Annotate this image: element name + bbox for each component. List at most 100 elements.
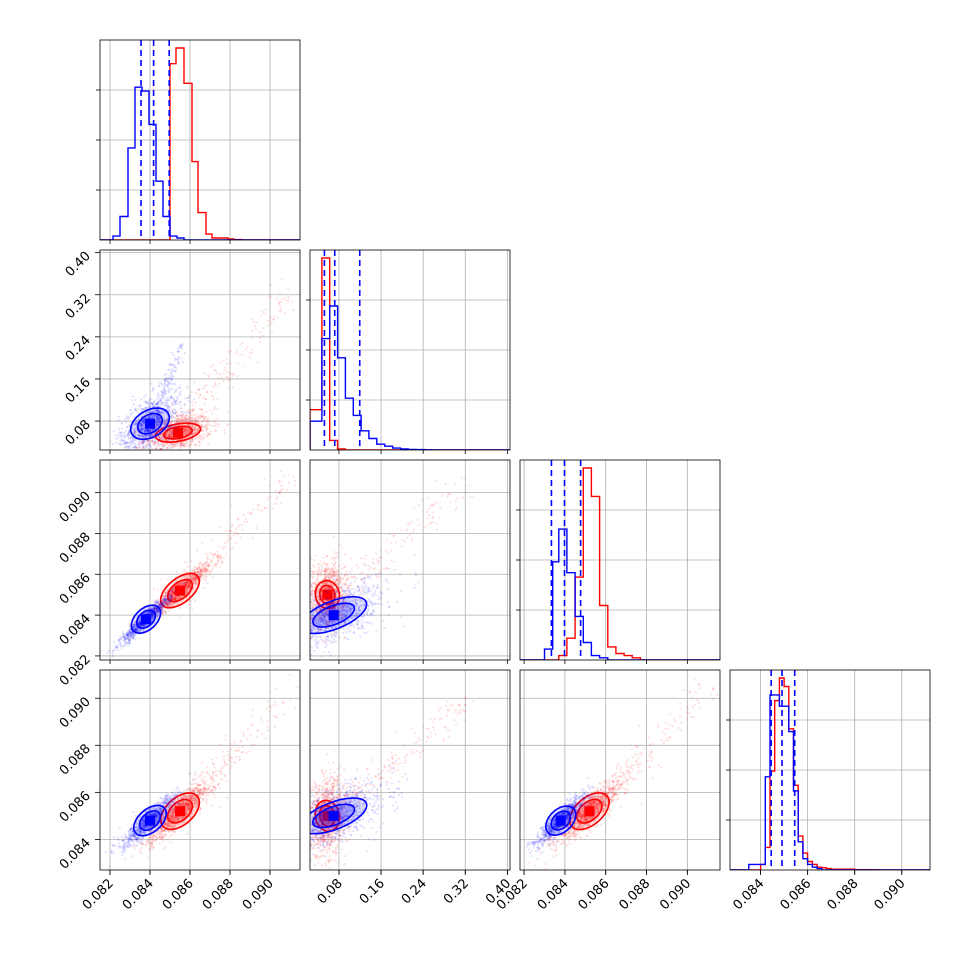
scatter-point bbox=[201, 408, 204, 412]
scatter-point bbox=[190, 560, 193, 563]
scatter-point bbox=[230, 376, 234, 379]
scatter-point bbox=[204, 569, 207, 572]
scatter-point bbox=[211, 568, 214, 571]
scatter-point bbox=[155, 420, 158, 423]
scatter-point bbox=[199, 416, 202, 419]
scatter-point bbox=[186, 582, 189, 585]
scatter-point bbox=[283, 297, 286, 300]
scatter-point bbox=[156, 423, 159, 427]
scatter-point bbox=[176, 358, 179, 361]
scatter-point bbox=[167, 405, 170, 408]
scatter-point bbox=[171, 444, 174, 447]
scatter-point bbox=[189, 582, 192, 585]
scatter-point bbox=[167, 369, 170, 372]
scatter-point bbox=[135, 420, 139, 423]
scatter-point bbox=[202, 387, 205, 390]
scatter-point bbox=[156, 400, 160, 404]
scatter-point bbox=[183, 427, 186, 430]
scatter-point bbox=[202, 437, 205, 440]
scatter-point bbox=[188, 584, 191, 587]
scatter-point bbox=[193, 443, 196, 446]
scatter-point bbox=[120, 644, 123, 648]
scatter-point bbox=[169, 421, 172, 424]
scatter-point bbox=[174, 596, 177, 599]
scatter-point bbox=[194, 578, 198, 581]
scatter-point bbox=[191, 577, 194, 580]
scatter-point bbox=[194, 576, 197, 580]
scatter-point bbox=[166, 399, 169, 402]
scatter-point bbox=[129, 412, 132, 415]
scatter-point bbox=[163, 404, 166, 408]
scatter-point bbox=[169, 430, 172, 434]
scatter-point bbox=[196, 567, 200, 570]
scatter-point bbox=[170, 434, 173, 437]
scatter-point bbox=[165, 599, 168, 602]
scatter-point bbox=[165, 603, 168, 607]
scatter-point bbox=[128, 433, 131, 436]
scatter-point bbox=[140, 428, 143, 431]
scatter-point bbox=[172, 592, 175, 595]
scatter-point bbox=[165, 418, 168, 421]
scatter-point bbox=[175, 571, 178, 574]
scatter-point bbox=[141, 435, 145, 438]
scatter-point bbox=[153, 402, 156, 405]
scatter-point bbox=[209, 569, 212, 572]
scatter-point bbox=[144, 435, 147, 438]
scatter-point bbox=[189, 574, 193, 577]
scatter-point bbox=[170, 432, 173, 435]
scatter-point bbox=[340, 572, 343, 575]
scatter-point bbox=[185, 591, 188, 594]
scatter-point bbox=[137, 404, 140, 407]
scatter-point bbox=[115, 646, 118, 649]
scatter-point bbox=[187, 424, 190, 427]
scatter-point bbox=[240, 523, 243, 526]
scatter-point bbox=[139, 424, 142, 427]
scatter-point bbox=[182, 419, 185, 422]
scatter-point bbox=[267, 324, 270, 327]
scatter-point bbox=[168, 446, 172, 449]
scatter-point bbox=[171, 592, 174, 596]
scatter-point bbox=[140, 441, 144, 444]
scatter-point bbox=[178, 444, 181, 447]
scatter-point bbox=[148, 442, 151, 445]
scatter-point bbox=[172, 586, 175, 589]
scatter-point bbox=[187, 410, 190, 413]
scatter-point bbox=[131, 442, 134, 446]
scatter-point bbox=[142, 436, 145, 439]
scatter-point bbox=[145, 447, 148, 450]
scatter-point bbox=[170, 595, 173, 598]
scatter-point bbox=[190, 577, 193, 581]
scatter-point bbox=[246, 345, 249, 349]
scatter-point bbox=[127, 417, 130, 420]
scatter-panel bbox=[99, 459, 301, 661]
scatter-point bbox=[165, 385, 168, 388]
scatter-point bbox=[311, 576, 315, 579]
scatter-point bbox=[174, 388, 177, 391]
scatter-point bbox=[194, 401, 197, 404]
scatter-point bbox=[163, 598, 166, 601]
scatter-point bbox=[121, 431, 124, 434]
scatter-point bbox=[163, 396, 166, 399]
scatter-point bbox=[255, 527, 258, 530]
scatter-point bbox=[156, 408, 159, 411]
scatter-point bbox=[126, 416, 129, 420]
scatter-point bbox=[125, 633, 128, 636]
scatter-point bbox=[153, 399, 156, 402]
scatter-point bbox=[200, 571, 203, 574]
scatter-point bbox=[181, 342, 184, 346]
scatter-point bbox=[143, 431, 146, 434]
scatter-point bbox=[147, 443, 150, 446]
scatter-point bbox=[230, 523, 234, 526]
scatter-point bbox=[186, 565, 189, 568]
scatter-point bbox=[209, 573, 212, 576]
scatter-point bbox=[151, 417, 154, 420]
scatter-point bbox=[189, 411, 192, 414]
scatter-point bbox=[164, 432, 168, 435]
scatter-point bbox=[206, 552, 209, 555]
scatter-point bbox=[204, 425, 207, 428]
scatter-point bbox=[205, 562, 208, 565]
scatter-point bbox=[162, 594, 165, 598]
scatter-point bbox=[161, 599, 164, 603]
scatter-point bbox=[203, 562, 206, 565]
scatter-point bbox=[165, 612, 168, 615]
